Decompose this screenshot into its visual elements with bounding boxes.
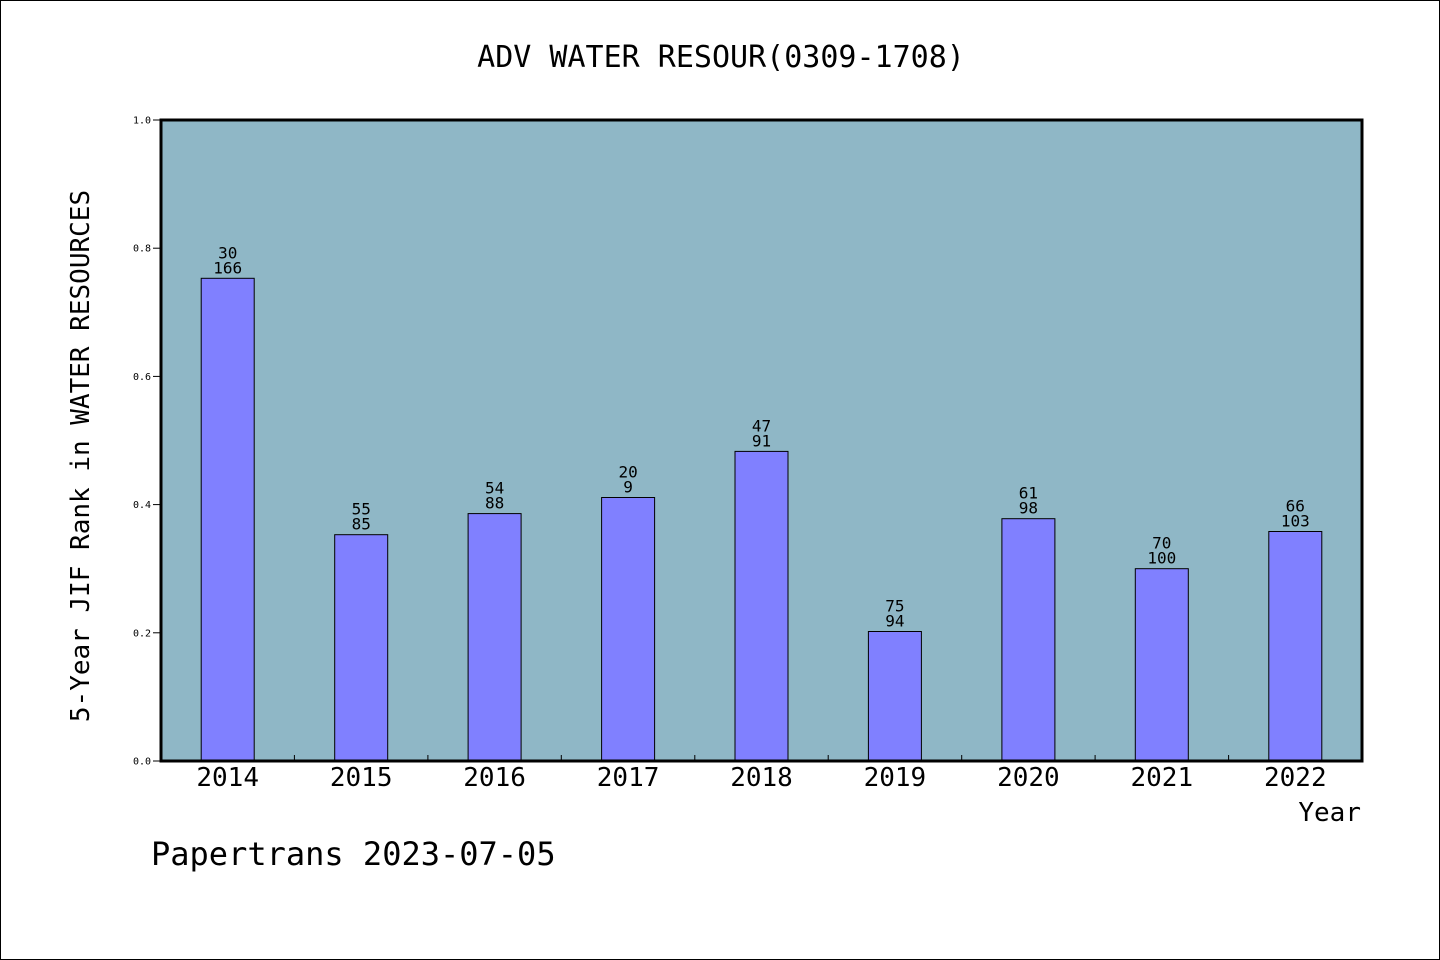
bar-2016 — [467, 513, 522, 762]
bar-2014 — [200, 277, 255, 762]
x-tick-label-2018: 2018 — [730, 763, 793, 793]
bar-2020 — [1001, 518, 1056, 762]
data-label-bottom-2022: 103 — [1281, 512, 1310, 531]
data-label-bottom-2016: 88 — [485, 494, 504, 513]
y-tick-label-0.4: 0.4 — [133, 500, 151, 511]
x-tick-label-2021: 2021 — [1130, 763, 1193, 793]
data-label-bottom-2019: 94 — [885, 612, 904, 631]
data-label-bottom-2020: 98 — [1019, 499, 1038, 518]
data-label-top-2019: 75 — [885, 597, 904, 616]
bar-2019 — [867, 631, 922, 762]
x-tick-label-2015: 2015 — [330, 763, 393, 793]
bar-2018 — [734, 450, 789, 762]
data-label-bottom-2014: 166 — [213, 258, 242, 277]
y-axis-label: 5-Year JIF Rank in WATER RESOURCES — [66, 190, 96, 722]
x-tick-label-2017: 2017 — [597, 763, 660, 793]
data-label-top-2021: 70 — [1152, 534, 1171, 553]
data-label-bottom-2015: 85 — [352, 515, 371, 534]
x-axis-ticks: 2014 2015 2016 2017 2018 2019 2020 2021 2022 — [196, 755, 1327, 793]
x-axis-label: Year — [1298, 798, 1361, 828]
y-tick-label-1.0: 1.0 — [133, 116, 151, 127]
y-axis-ticks: 0.0 0.2 0.4 0.6 0.8 1.0 — [133, 116, 161, 768]
bar-2017 — [601, 497, 656, 762]
chart-title: ADV WATER RESOUR(0309-1708) — [477, 40, 965, 75]
data-label-top-2018: 47 — [752, 416, 771, 435]
bar-2021 — [1134, 568, 1189, 762]
y-tick-label-0.8: 0.8 — [133, 244, 151, 255]
y-tick-label-0.0: 0.0 — [133, 757, 151, 768]
data-label-top-2020: 61 — [1019, 484, 1038, 503]
bar-2015 — [334, 534, 389, 762]
x-tick-label-2022: 2022 — [1264, 763, 1327, 793]
x-tick-label-2019: 2019 — [864, 763, 927, 793]
data-label-bottom-2017: 9 — [623, 478, 633, 497]
bars-group — [200, 277, 1323, 762]
data-label-top-2016: 54 — [485, 479, 504, 498]
x-tick-label-2016: 2016 — [463, 763, 526, 793]
data-label-top-2015: 55 — [352, 500, 371, 519]
data-label-bottom-2018: 91 — [752, 431, 771, 450]
data-label-top-2014: 30 — [218, 243, 237, 262]
footer-credit: Papertrans 2023-07-05 — [151, 835, 556, 873]
data-label-top-2022: 66 — [1286, 497, 1305, 516]
bar-2022 — [1268, 531, 1323, 762]
y-tick-label-0.6: 0.6 — [133, 372, 151, 383]
x-tick-label-2014: 2014 — [196, 763, 259, 793]
x-tick-label-2020: 2020 — [997, 763, 1060, 793]
data-label-bottom-2021: 100 — [1147, 549, 1176, 568]
y-tick-label-0.2: 0.2 — [133, 628, 151, 639]
data-label-top-2017: 20 — [618, 463, 637, 482]
plot-border — [159, 118, 1364, 763]
